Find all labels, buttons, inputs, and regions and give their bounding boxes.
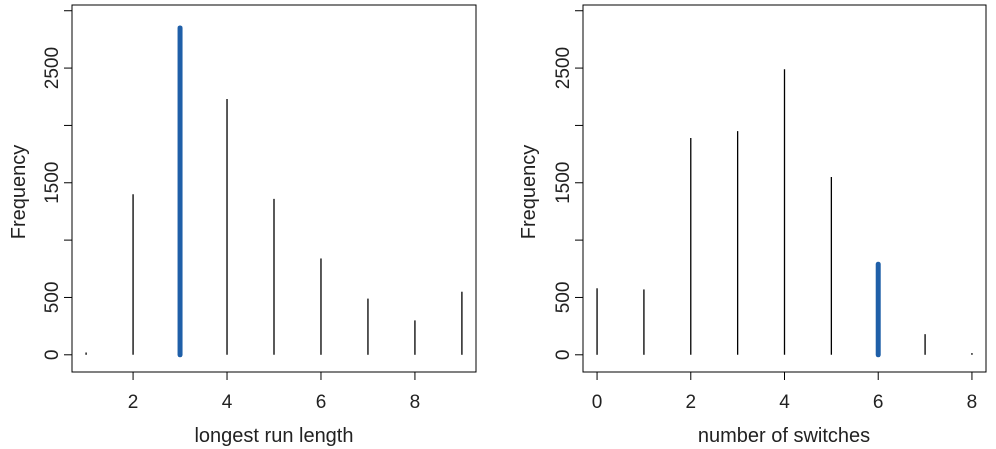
right-x-tick-label: 4: [779, 392, 790, 413]
right-x-axis: 0 2 4 6 8: [592, 372, 977, 413]
left-x-tick-label: 8: [410, 392, 421, 413]
left-panel: 0 500 1500 2500 2 4 6 8 longest run length Fre…: [8, 4, 477, 447]
left-x-tick-label: 4: [222, 392, 233, 413]
right-x-tick-label: 0: [592, 392, 603, 413]
left-y-tick-label: 0: [42, 350, 63, 361]
right-y-tick-label: 500: [553, 282, 574, 314]
left-y-tick-label: 2500: [42, 47, 63, 89]
left-y-axis: 0 500 1500 2500: [42, 10, 72, 361]
left-y-tick-label: 500: [42, 282, 63, 314]
left-bars: [85, 25, 463, 358]
left-x-axis-title: longest run length: [194, 425, 353, 447]
right-y-axis: 0 500 1500 2500: [553, 10, 583, 361]
left-x-tick-label: 6: [316, 392, 327, 413]
right-x-tick-label: 8: [967, 392, 978, 413]
left-x-tick-label: 2: [128, 392, 139, 413]
right-x-axis-title: number of switches: [698, 425, 870, 447]
right-y-axis-title: Frequency: [518, 145, 540, 240]
left-plot-frame: [71, 4, 477, 373]
right-bars: [596, 69, 973, 358]
right-y-tick-label: 1500: [553, 162, 574, 204]
right-y-tick-label: 2500: [553, 47, 574, 89]
right-y-tick-label: 0: [553, 350, 574, 361]
left-x-axis: 2 4 6 8: [128, 372, 420, 413]
right-panel: 0 500 1500 2500 0 2 4 6 8 number of switches Fr…: [518, 4, 987, 447]
left-y-axis-title: Frequency: [8, 145, 30, 240]
right-x-tick-label: 6: [873, 392, 884, 413]
left-y-tick-label: 1500: [42, 162, 63, 204]
right-x-tick-label: 2: [685, 392, 696, 413]
